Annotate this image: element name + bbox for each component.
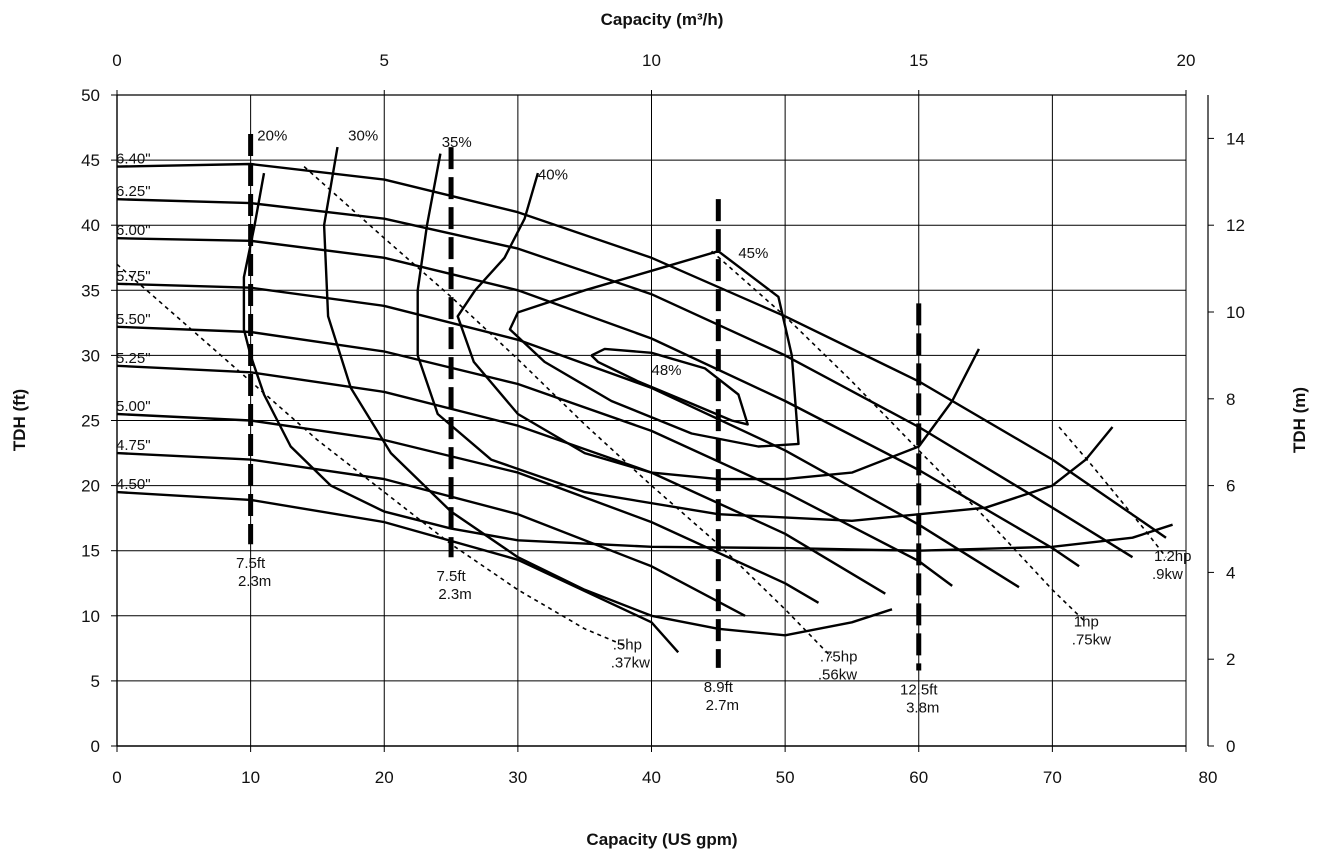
y-tick-label: 15 <box>81 542 100 561</box>
power-curve <box>116 263 626 647</box>
x-tick-label: 40 <box>642 768 661 787</box>
head-curve-label: 6.25" <box>116 183 151 200</box>
head-curve-label: 5.25" <box>116 350 151 367</box>
y-tick-label: 25 <box>81 412 100 431</box>
head-curve <box>116 412 820 604</box>
power-label-kw: .9kw <box>1152 566 1183 583</box>
y2-tick-label: 14 <box>1226 129 1245 148</box>
x-tick-label: 60 <box>909 768 928 787</box>
y2-tick-label: 12 <box>1226 216 1245 235</box>
power-curve <box>711 250 1087 623</box>
head-curve-label: 6.40" <box>116 151 151 168</box>
y-axis-title: TDH (ft) <box>10 389 29 451</box>
efficiency-label: 45% <box>738 245 768 262</box>
power-label-hp: .75hp <box>820 648 858 665</box>
efficiency-label: 35% <box>442 134 472 151</box>
head-curve-label: 6.00" <box>116 222 151 239</box>
head-curve-label: 5.75" <box>116 268 151 285</box>
power-curve <box>1058 426 1167 558</box>
npsh-label-m: 3.8m <box>906 699 939 716</box>
head-curve <box>116 364 886 595</box>
grid <box>116 94 1187 747</box>
power-label-kw: .75kw <box>1072 631 1111 648</box>
npsh-label-ft: 7.5ft <box>236 555 266 572</box>
power-label-hp: 1hp <box>1074 613 1099 630</box>
efficiency-label: 40% <box>538 167 568 184</box>
y-tick-label: 10 <box>81 607 100 626</box>
y2-tick-label: 10 <box>1226 303 1245 322</box>
npsh-label-ft: 12.5ft <box>900 681 938 698</box>
y-tick-label: 30 <box>81 346 100 365</box>
x-tick-label: 70 <box>1043 768 1062 787</box>
y-tick-label: 45 <box>81 151 100 170</box>
efficiency-contour <box>508 250 800 448</box>
series <box>116 134 1173 671</box>
x2-axis-title: Capacity (m³/h) <box>601 10 724 29</box>
power-label-hp: .5hp <box>613 637 642 654</box>
efficiency-contour <box>322 146 893 637</box>
npsh-label-ft: 8.9ft <box>704 679 734 696</box>
head-curve-label: 5.00" <box>116 398 151 415</box>
x-tick-label: 50 <box>776 768 795 787</box>
efficiency-contour <box>456 172 980 481</box>
x2-tick-label: 15 <box>909 51 928 70</box>
x2-tick-label: 0 <box>112 51 121 70</box>
npsh-label-ft: 7.5ft <box>436 568 466 585</box>
head-curve-label: 4.75" <box>116 437 151 454</box>
y-tick-label: 20 <box>81 477 100 496</box>
efficiency-label: 20% <box>257 128 287 145</box>
head-curve-label: 4.50" <box>116 476 151 493</box>
power-label-kw: .56kw <box>818 666 857 683</box>
x-tick-label: 80 <box>1199 768 1218 787</box>
y-tick-label: 40 <box>81 216 100 235</box>
efficiency-label: 30% <box>348 128 378 145</box>
efficiency-contour <box>590 347 749 426</box>
y2-tick-label: 2 <box>1226 650 1235 669</box>
labels: 6.40" 6.25" 6.00" 5.75" 5.50" 5.25" 5.00" 4.75"… <box>116 128 1192 717</box>
x-axis-title: Capacity (US gpm) <box>586 830 737 849</box>
head-curve-label: 5.50" <box>116 311 151 328</box>
head-curve <box>116 198 1134 559</box>
head-curve <box>116 237 1080 568</box>
y2-tick-label: 0 <box>1226 737 1235 756</box>
y2-axis-title: TDH (m) <box>1290 387 1309 453</box>
x-tick-label: 20 <box>375 768 394 787</box>
npsh-label-m: 2.7m <box>706 697 739 714</box>
x2-tick-label: 5 <box>380 51 389 70</box>
head-curve <box>116 282 1020 589</box>
power-label-kw: .37kw <box>611 655 650 672</box>
power-label-hp: 1.2hp <box>1154 548 1192 565</box>
y2-tick-label: 4 <box>1226 563 1235 582</box>
head-curve <box>116 162 1167 539</box>
head-curve <box>116 325 953 587</box>
power-curve <box>303 166 833 659</box>
npsh-label-m: 2.3m <box>238 573 271 590</box>
y2-tick-label: 8 <box>1226 390 1235 409</box>
x-tick-label: 10 <box>241 768 260 787</box>
y-tick-label: 0 <box>91 737 100 756</box>
x-tick-label: 0 <box>112 768 121 787</box>
x2-tick-label: 20 <box>1177 51 1196 70</box>
y-tick-label: 5 <box>91 672 100 691</box>
y-tick-label: 50 <box>81 86 100 105</box>
x-tick-label: 30 <box>508 768 527 787</box>
efficiency-contour <box>242 172 1173 552</box>
efficiency-label: 48% <box>652 362 682 379</box>
efficiency-contour <box>416 153 1114 522</box>
y2-tick-label: 6 <box>1226 477 1235 496</box>
x2-tick-label: 10 <box>642 51 661 70</box>
npsh-label-m: 2.3m <box>438 586 471 603</box>
y-tick-label: 35 <box>81 281 100 300</box>
